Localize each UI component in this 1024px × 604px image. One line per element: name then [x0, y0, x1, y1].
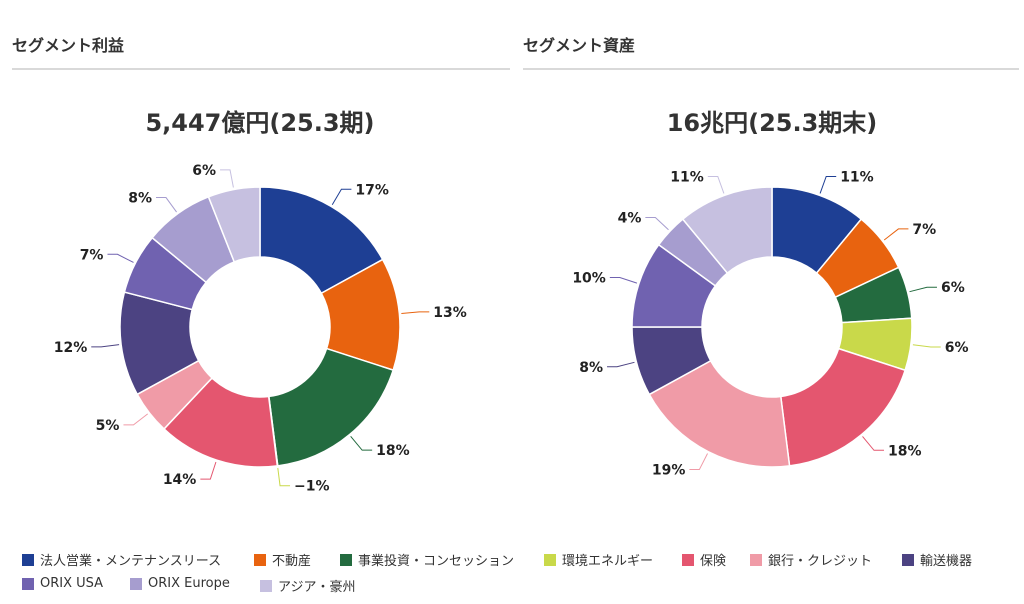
legend-label-aircraft-ships: 輸送機器	[920, 554, 973, 569]
legend-label-insurance: 保険	[700, 554, 727, 569]
assets-label-pe-concession: 6%	[941, 280, 965, 296]
legend-label-corporate-maintenance-lease: 法人営業・メンテナンスリース	[40, 554, 222, 569]
assets-leader-insurance	[862, 436, 884, 451]
legend-label-environment-energy: 環境エネルギー	[562, 554, 654, 569]
legend-item-real-estate[interactable]: 不動産	[254, 550, 311, 569]
legend-swatch-orix-europe	[130, 577, 142, 590]
legend-swatch-insurance	[682, 553, 694, 566]
assets-slice-insurance[interactable]	[779, 347, 907, 467]
legend-swatch-orix-usa	[22, 577, 34, 590]
assets-slice-asia-australia[interactable]	[681, 186, 773, 275]
legend-item-banking-credit[interactable]: 銀行・クレジット	[750, 550, 872, 569]
legend-label-orix-usa: ORIX USA	[40, 576, 104, 591]
profit-label-orix-europe: 8%	[128, 191, 152, 207]
profit-leader-environment-energy	[277, 467, 291, 487]
profit-leader-insurance	[200, 461, 217, 480]
profit-label-insurance: 14%	[163, 472, 197, 488]
legend-swatch-asia-australia	[260, 579, 272, 592]
profit-label-pe-concession: 18%	[376, 443, 410, 459]
profit-leader-asia-australia	[220, 169, 234, 188]
assets-leader-environment-energy	[912, 344, 941, 348]
assets-label-corporate-maintenance-lease: 11%	[840, 169, 874, 185]
assets-slice-banking-credit[interactable]	[648, 359, 791, 468]
assets-label-asia-australia: 11%	[670, 169, 704, 185]
legend-item-environment-energy[interactable]: 環境エネルギー	[544, 550, 653, 569]
assets-label-environment-energy: 6%	[945, 340, 969, 356]
assets-label-orix-usa: 10%	[572, 271, 606, 287]
legend-swatch-environment-energy	[544, 553, 556, 566]
profit-label-corporate-maintenance-lease: 17%	[355, 182, 389, 198]
legend-item-orix-europe[interactable]: ORIX Europe	[130, 576, 230, 591]
profit-leader-aircraft-ships	[91, 344, 120, 348]
assets-leader-aircraft-ships	[607, 361, 635, 368]
legend-item-corporate-maintenance-lease[interactable]: 法人営業・メンテナンスリース	[22, 550, 221, 569]
legend-item-pe-concession[interactable]: 事業投資・コンセッション	[340, 550, 514, 569]
profit-leader-orix-usa	[107, 253, 134, 263]
assets-leader-asia-australia	[707, 175, 725, 194]
legend-swatch-banking-credit	[750, 553, 762, 566]
assets-leader-real-estate	[883, 228, 909, 241]
assets-leader-corporate-maintenance-lease	[819, 175, 837, 194]
assets-label-aircraft-ships: 8%	[579, 360, 603, 376]
assets-panel-title: セグメント資産	[523, 36, 636, 55]
assets-leader-orix-europe	[645, 216, 669, 231]
legend-swatch-pe-concession	[340, 553, 352, 566]
assets-label-real-estate: 7%	[912, 222, 936, 238]
assets-label-insurance: 18%	[888, 443, 922, 459]
legend-swatch-corporate-maintenance-lease	[22, 553, 34, 566]
profit-panel-divider	[12, 68, 510, 70]
assets-leader-pe-concession	[909, 286, 937, 293]
profit-leader-real-estate	[401, 311, 430, 315]
profit-leader-orix-europe	[155, 197, 177, 213]
profit-donut-chart: 5,447億円(25.3期) 17% 13% 18% −1% 14% 5% 12% 7% 8% 6…	[54, 109, 467, 495]
legend-label-asia-australia: アジア・豪州	[278, 580, 356, 595]
legend-item-orix-usa[interactable]: ORIX USA	[22, 576, 103, 591]
assets-label-orix-europe: 4%	[618, 210, 642, 226]
profit-label-aircraft-ships: 12%	[54, 340, 88, 356]
legend-swatch-aircraft-ships	[902, 553, 914, 566]
assets-panel-divider	[523, 68, 1019, 70]
profit-label-banking-credit: 5%	[96, 418, 120, 434]
profit-label-environment-energy: −1%	[294, 479, 330, 495]
legend-item-asia-australia[interactable]: アジア・豪州	[260, 576, 355, 595]
assets-leader-banking-credit	[689, 453, 708, 471]
legend-item-aircraft-ships[interactable]: 輸送機器	[902, 550, 972, 569]
profit-slice-pe-concession[interactable]	[268, 347, 395, 467]
legend-swatch-real-estate	[254, 553, 266, 566]
profit-slice-corporate-maintenance-lease[interactable]	[259, 186, 384, 295]
profit-label-orix-usa: 7%	[80, 247, 104, 263]
legend-label-banking-credit: 銀行・クレジット	[768, 554, 873, 569]
legend-label-orix-europe: ORIX Europe	[148, 576, 230, 591]
assets-label-banking-credit: 19%	[652, 463, 686, 479]
profit-label-asia-australia: 6%	[192, 163, 216, 179]
legend-label-real-estate: 不動産	[272, 554, 312, 569]
profit-label-real-estate: 13%	[433, 305, 467, 321]
profit-leader-banking-credit	[123, 413, 149, 426]
profit-leader-corporate-maintenance-lease	[331, 188, 352, 206]
profit-slice-asia-australia[interactable]	[207, 186, 261, 263]
profit-leader-pe-concession	[350, 435, 373, 451]
profit-chart-title: 5,447億円(25.3期)	[145, 109, 374, 137]
legend-item-insurance[interactable]: 保険	[682, 550, 726, 569]
assets-leader-orix-usa	[609, 277, 638, 284]
assets-chart-title: 16兆円(25.3期末)	[667, 109, 878, 137]
assets-donut-chart: 16兆円(25.3期末) 11% 7% 6% 6% 18% 19% 8% 10% 4% 11%	[572, 109, 969, 479]
legend-label-pe-concession: 事業投資・コンセッション	[358, 554, 515, 569]
profit-panel-title: セグメント利益	[12, 36, 125, 55]
